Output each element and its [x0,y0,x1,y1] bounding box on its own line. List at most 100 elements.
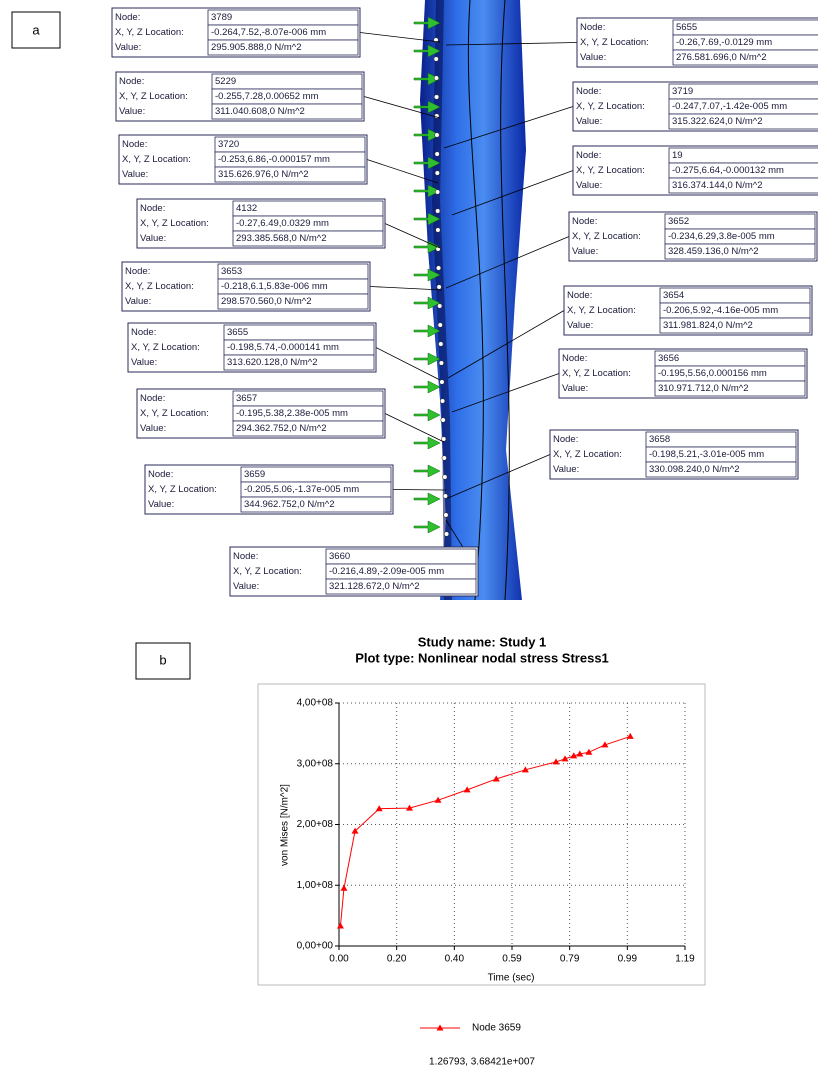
legend-label: Node 3659 [472,1023,521,1034]
field-value: -0.205,5.06,-1.37e-005 mm [244,484,359,495]
field-value: 3789 [211,12,232,23]
field-value: 311.981.824,0 N/m^2 [663,320,753,331]
y-axis-label: von Mises [N/m^2] [280,784,291,866]
x-tick-label: 0.00 [329,954,349,965]
field-value: 311.040.608,0 N/m^2 [215,106,305,117]
load-arrow [414,381,440,393]
field-label: Value: [131,357,157,368]
field-value: 5655 [676,22,697,33]
field-label: X, Y, Z Location: [140,408,209,419]
node-marker [440,380,445,385]
field-value: 3658 [649,434,670,445]
node-marker [435,171,440,176]
x-tick-label: 0.40 [445,954,465,965]
field-label: Node: [576,150,601,161]
page: a Node:3789X, Y, Z Location:-0.264,7.52,… [0,0,818,1075]
node-marker [444,513,449,518]
field-label: X, Y, Z Location: [233,566,302,577]
field-value: -0.216,4.89,-2.09e-005 mm [329,566,444,577]
field-value: -0.195,5.56,0.000156 mm [658,368,767,379]
field-label: Node: [140,203,165,214]
node-marker [439,342,444,347]
node-marker [435,209,440,214]
node-marker [438,323,443,328]
field-label: X, Y, Z Location: [122,154,191,165]
field-value: 298.570.560,0 N/m^2 [221,296,312,307]
node-marker [435,152,440,157]
field-value: 328.459.136,0 N/m^2 [668,246,759,257]
field-value: 3657 [236,393,257,404]
field-value: 316.374.144,0 N/m^2 [672,180,763,191]
field-label: X, Y, Z Location: [580,37,649,48]
field-label: X, Y, Z Location: [119,91,188,102]
field-label: X, Y, Z Location: [131,342,200,353]
field-label: X, Y, Z Location: [148,484,217,495]
field-value: 5229 [215,76,236,87]
field-label: Value: [576,180,602,191]
field-label: X, Y, Z Location: [576,165,645,176]
node-marker [435,190,440,195]
field-value: 321.128.672,0 N/m^2 [329,581,420,592]
chart-subtitle: Plot type: Nonlinear nodal stress Stress… [355,650,609,665]
field-value: -0.26,7.69,-0.0129 mm [676,37,772,48]
field-value: 313.620.128,0 N/m^2 [227,357,318,368]
field-label: Node: [576,86,601,97]
y-tick-label: 3,00+08 [297,758,334,769]
node-marker [443,494,448,499]
panel-label: a [32,22,40,37]
field-value: 4132 [236,203,257,214]
load-arrow [414,521,440,533]
y-tick-label: 1,00+08 [297,880,334,891]
field-label: Value: [580,52,606,63]
node-marker [434,57,439,62]
field-label: Value: [148,499,174,510]
field-label: Node: [567,290,592,301]
field-label: Node: [580,22,605,33]
chart-title: Study name: Study 1 [418,634,547,649]
node-marker [434,76,439,81]
field-label: Node: [125,266,150,277]
node-marker [439,361,444,366]
node-marker [436,228,441,233]
x-axis-label: Time (sec) [488,973,535,984]
field-value: 315.626.976,0 N/m^2 [218,169,309,180]
field-value: 330.098.240,0 N/m^2 [649,464,740,475]
node-marker [440,399,445,404]
field-label: X, Y, Z Location: [576,101,645,112]
field-label: Value: [553,464,579,475]
node-marker [443,475,448,480]
field-label: Node: [122,139,147,150]
x-tick-label: 0.59 [502,954,522,965]
field-value: -0.218,6.1,5.83e-006 mm [221,281,328,292]
field-label: X, Y, Z Location: [553,449,622,460]
field-label: Node: [562,353,587,364]
field-label: Value: [567,320,593,331]
y-tick-label: 0,00+00 [297,941,334,952]
field-label: Node: [140,393,165,404]
field-label: X, Y, Z Location: [125,281,194,292]
node-marker [441,418,446,423]
load-arrow [414,409,440,421]
field-label: Value: [140,423,166,434]
x-tick-label: 0.20 [387,954,407,965]
node-marker [444,532,449,537]
leader-line [385,414,444,443]
field-value: -0.27,6.49,0.0329 mm [236,218,329,229]
field-label: Value: [233,581,259,592]
field-label: Value: [119,106,145,117]
field-value: -0.234,6.29,3.8e-005 mm [668,231,775,242]
field-value: -0.195,5.38,2.38e-005 mm [236,408,348,419]
field-value: -0.247,7.07,-1.42e-005 mm [672,101,787,112]
field-label: X, Y, Z Location: [115,27,184,38]
field-value: 3720 [218,139,239,150]
field-value: 344.962.752,0 N/m^2 [244,499,335,510]
node-marker [435,133,440,138]
field-value: 3654 [663,290,684,301]
field-value: 3655 [227,327,248,338]
chart-panel: b Study name: Study 1 Plot type: Nonline… [136,634,705,1067]
field-value: -0.255,7.28,0.00652 mm [215,91,319,102]
field-value: -0.253,6.86,-0.000157 mm [218,154,330,165]
field-label: Node: [148,469,173,480]
field-label: Value: [115,42,141,53]
field-value: 295.905.888,0 N/m^2 [211,42,302,53]
